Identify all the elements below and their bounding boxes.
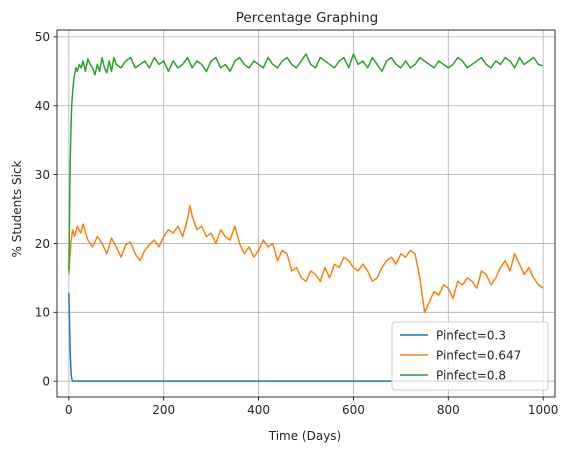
- legend-label: Pinfect=0.647: [436, 348, 521, 362]
- x-tick-label: 800: [437, 403, 460, 417]
- chart-title: Percentage Graphing: [236, 10, 379, 26]
- legend: Pinfect=0.3 Pinfect=0.647 Pinfect=0.8: [391, 321, 549, 391]
- y-tick-label: 50: [35, 30, 50, 44]
- x-axis-label: Time (Days): [268, 429, 342, 443]
- x-tick-label: 400: [247, 403, 270, 417]
- axes-frame: [56, 29, 556, 398]
- y-tick-label: 20: [35, 237, 50, 251]
- y-tick-label: 40: [35, 99, 50, 113]
- x-tick-label: 200: [152, 403, 175, 417]
- x-tick-label: 600: [342, 403, 365, 417]
- grid: [57, 30, 555, 397]
- series-line-3: [68, 53, 544, 271]
- x-tick-label: 1000: [528, 403, 559, 417]
- y-axis-label: % Students Sick: [10, 160, 24, 257]
- legend-label: Pinfect=0.3: [436, 328, 506, 342]
- legend-label: Pinfect=0.8: [436, 368, 506, 382]
- ticks: 0 200 400 600 800 1000 0 10 20 30 40 50: [35, 30, 559, 417]
- series-line-1: [68, 293, 544, 382]
- series-line-2: [68, 204, 544, 314]
- plot-area: [68, 53, 544, 382]
- y-tick-label: 10: [35, 306, 50, 320]
- x-tick-label: 0: [65, 403, 73, 417]
- legend-box: [391, 321, 549, 391]
- y-tick-label: 0: [42, 374, 50, 388]
- y-tick-label: 30: [35, 168, 50, 182]
